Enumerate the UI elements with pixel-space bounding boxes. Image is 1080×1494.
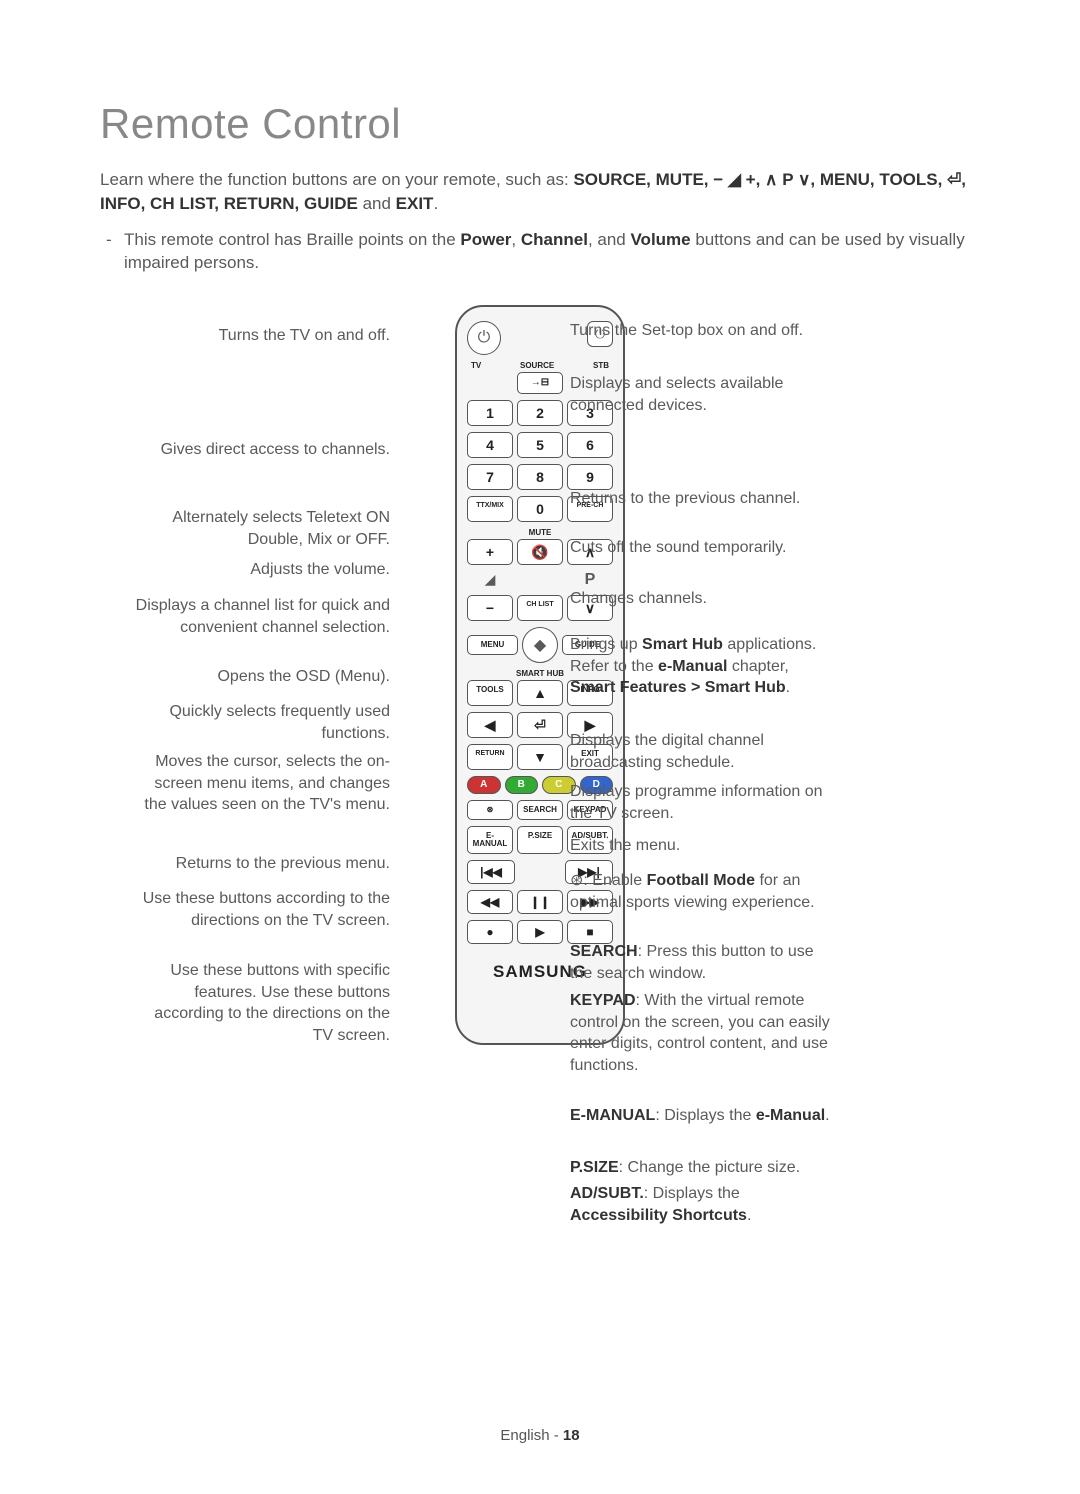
- smarthub-label: SMART HUB: [516, 669, 564, 678]
- vol-icon: ◢: [467, 571, 513, 589]
- num-0: 0: [517, 496, 563, 522]
- callout-stb-power: Turns the Set-top box on and off.: [570, 320, 830, 342]
- mute-button: 🔇: [517, 539, 563, 565]
- prev-button: |◀◀: [467, 860, 515, 884]
- callout-psize: P.SIZE: Change the picture size.: [570, 1157, 830, 1179]
- diagram-area: ⏻ ⏻ TVSOURCESTB →⊟ 123 456 789 TTX/MIX0P…: [100, 305, 980, 1265]
- ttx-button: TTX/MIX: [467, 496, 513, 522]
- num-7: 7: [467, 464, 513, 490]
- page-footer: English - 18: [500, 1427, 579, 1444]
- nav-up: ▲: [517, 680, 563, 706]
- rew-button: ◀◀: [467, 890, 513, 914]
- num-8: 8: [517, 464, 563, 490]
- footer-page: 18: [563, 1427, 580, 1444]
- nav-left: ◀: [467, 712, 513, 738]
- num-1: 1: [467, 400, 513, 426]
- callout-search: SEARCH: Press this button to use the sea…: [570, 941, 830, 984]
- stb-label: STB: [593, 361, 609, 370]
- return-button: RETURN: [467, 744, 513, 770]
- num-5: 5: [517, 432, 563, 458]
- footer-lang: English: [500, 1427, 549, 1444]
- search-button: SEARCH: [517, 800, 563, 820]
- source-button: →⊟: [517, 372, 563, 394]
- braille-volume: Volume: [630, 230, 690, 249]
- intro-tail: and: [358, 194, 396, 213]
- nav-down: ▼: [517, 744, 563, 770]
- callout-smarthub: Brings up Smart Hub applications. Refer …: [570, 634, 830, 699]
- football-button: ⊛: [467, 800, 513, 820]
- braille-note: This remote control has Braille points o…: [124, 228, 980, 276]
- callout-tv-power: Turns the TV on and off.: [130, 325, 390, 347]
- callout-football: ⊛: Enable Football Mode for an optimal s…: [570, 870, 830, 913]
- source-label: SOURCE: [520, 361, 554, 370]
- num-4: 4: [467, 432, 513, 458]
- psize-button: P.SIZE: [517, 826, 563, 854]
- tv-label: TV: [471, 361, 481, 370]
- power-tv-button: ⏻: [467, 321, 501, 355]
- callout-menu: Opens the OSD (Menu).: [130, 666, 390, 688]
- num-2: 2: [517, 400, 563, 426]
- callout-channel: Changes channels.: [570, 588, 830, 610]
- intro-text: Learn where the function buttons are on …: [100, 168, 980, 216]
- callout-channels: Gives direct access to channels.: [130, 439, 390, 461]
- callout-chlist: Displays a channel list for quick and co…: [130, 595, 390, 638]
- p-label: P: [567, 571, 613, 589]
- braille-1: This remote control has Braille points o…: [124, 230, 460, 249]
- callout-volume: Adjusts the volume.: [130, 559, 390, 581]
- footer-sep: -: [550, 1427, 563, 1444]
- callout-mute: Cuts off the sound temporarily.: [570, 537, 830, 559]
- color-b: B: [505, 776, 539, 794]
- color-a: A: [467, 776, 501, 794]
- callout-return: Returns to the previous menu.: [130, 853, 390, 875]
- callout-exit: Exits the menu.: [570, 835, 830, 857]
- pause-button: ❙❙: [517, 890, 563, 914]
- tools-button: TOOLS: [467, 680, 513, 706]
- callout-teletext: Alternately selects Teletext ON Double, …: [130, 507, 390, 550]
- braille-power: Power: [460, 230, 511, 249]
- mute-label: MUTE: [529, 528, 552, 537]
- play-button: ▶: [517, 920, 563, 944]
- callout-info: Displays programme information on the TV…: [570, 781, 830, 824]
- callout-adsubt: AD/SUBT.: Displays the Accessibility Sho…: [570, 1183, 830, 1226]
- menu-button: MENU: [467, 635, 518, 655]
- intro-prefix: Learn where the function buttons are on …: [100, 170, 573, 189]
- callout-guide: Displays the digital channel broadcastin…: [570, 730, 830, 773]
- num-9: 9: [567, 464, 613, 490]
- callout-keypad: KEYPAD: With the virtual remote control …: [570, 990, 830, 1076]
- smarthub-button: ◆: [522, 627, 558, 663]
- braille-channel: Channel: [521, 230, 588, 249]
- callout-source: Displays and selects available connected…: [570, 373, 830, 416]
- num-6: 6: [567, 432, 613, 458]
- callout-media: Use these buttons with specific features…: [130, 960, 390, 1046]
- vol-minus: −: [467, 595, 513, 621]
- callout-tools: Quickly selects frequently used function…: [130, 701, 390, 744]
- page-title: Remote Control: [100, 100, 980, 148]
- callout-prech: Returns to the previous channel.: [570, 488, 830, 510]
- intro-exit: EXIT: [396, 194, 434, 213]
- rec-button: ●: [467, 920, 513, 944]
- braille-m1: ,: [511, 230, 520, 249]
- emanual-button: E-MANUAL: [467, 826, 513, 854]
- braille-m2: , and: [588, 230, 631, 249]
- callout-cursor: Moves the cursor, selects the on-screen …: [130, 751, 390, 816]
- vol-plus: +: [467, 539, 513, 565]
- nav-enter: ⏎: [517, 712, 563, 738]
- callout-emanual: E-MANUAL: Displays the e-Manual.: [570, 1105, 830, 1127]
- chlist-button: CH LIST: [517, 595, 563, 621]
- callout-color: Use these buttons according to the direc…: [130, 888, 390, 931]
